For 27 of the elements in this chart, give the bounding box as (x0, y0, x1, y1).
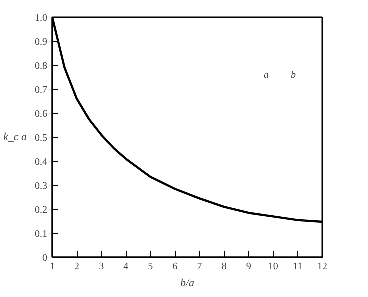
y-tick-label: 0 (42, 253, 48, 264)
x-tick-label: 6 (172, 262, 178, 272)
x-tick-label: 10 (268, 262, 278, 272)
x-tick-label: 5 (148, 262, 154, 272)
x-tick-label: 4 (124, 262, 129, 272)
x-tick-label: 12 (318, 262, 328, 272)
x-axis-title: b/a (180, 278, 196, 290)
x-tick-label: 1 (50, 262, 55, 272)
y-tick-label: 0.7 (35, 85, 48, 96)
x-tick-label: 3 (99, 262, 104, 272)
y-axis-title: k_c a (3, 132, 28, 144)
x-tick-label: 2 (74, 262, 80, 272)
y-tick-label: 0.9 (35, 37, 48, 48)
y-tick-label: 0.5 (35, 133, 48, 144)
y-tick-label: 0.6 (35, 109, 48, 120)
y-tick-label: 0.8 (35, 61, 48, 72)
y-tick-label: 1.0 (35, 13, 48, 24)
x-tick-label: 8 (222, 262, 227, 272)
x-tick-label: 7 (197, 262, 202, 272)
y-tick-label: 0.4 (35, 157, 48, 168)
annotation: a (264, 70, 269, 81)
y-tick-label: 0.1 (35, 229, 48, 240)
x-tick-label: 9 (246, 262, 252, 272)
y-tick-label: 0.3 (35, 181, 48, 192)
annotation: b (291, 70, 296, 81)
y-tick-label: 0.2 (35, 205, 48, 216)
x-tick-label: 11 (293, 262, 303, 272)
